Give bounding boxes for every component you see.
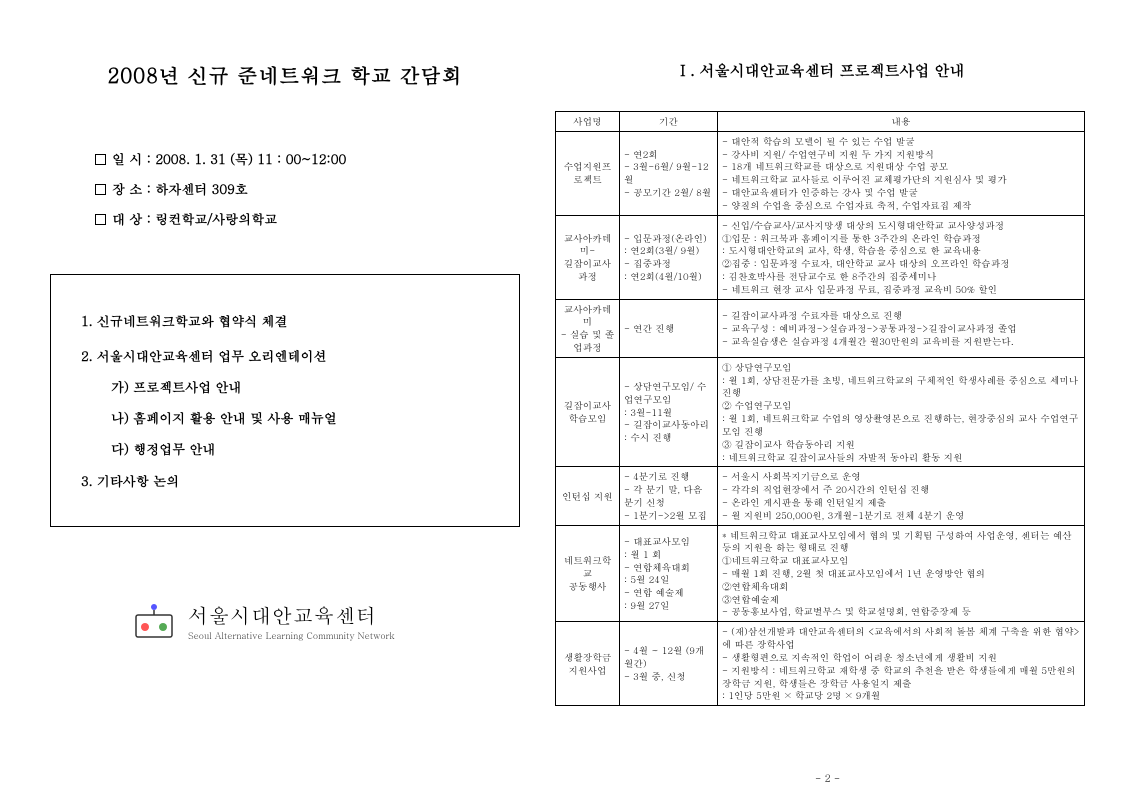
project-table: 사업명 기간 내용 수업지원프로젝트- 연2회 - 3월-6월/ 9월-12월 … — [555, 111, 1085, 706]
logo-kr: 서울시대안교육센터 — [188, 600, 395, 629]
cell-period: - 4월 ~ 12월 (9개월간) - 3월 중, 신청 — [620, 622, 718, 706]
th-period: 기간 — [620, 112, 718, 132]
table-row: 수업지원프로젝트- 연2회 - 3월-6월/ 9월-12월 - 공모기간 2월/… — [556, 131, 1085, 215]
cell-period: - 4분기로 진행 - 각 분기 말, 다음 분기 신청 - 1분기->2월 모… — [620, 467, 718, 525]
logo-block: 서울시대안교육센터 Seoul Alternative Learning Com… — [130, 597, 520, 645]
agenda-3: 3. 기타사항 논의 — [81, 465, 489, 496]
table-row: 길잡이교사 학습모임- 상담연구모임/ 수업연구모임 : 3월-11월 - 길잡… — [556, 357, 1085, 467]
logo-icon — [130, 597, 178, 645]
table-row: 인턴십 지원- 4분기로 진행 - 각 분기 말, 다음 분기 신청 - 1분기… — [556, 467, 1085, 525]
logo-en: Seoul Alternative Learning Community Net… — [188, 629, 395, 642]
cell-content: * 네트워크학교 대표교사모임에서 협의 및 기획팀 구성하여 사업운영, 센터… — [718, 525, 1085, 622]
table-header-row: 사업명 기간 내용 — [556, 112, 1085, 132]
cell-content: - 대안적 학습의 모델이 될 수 있는 수업 발굴 - 강사비 지원/ 수업연… — [718, 131, 1085, 215]
cell-period: - 대표교사모임 : 월 1 회 - 연합체육대회 : 5월 24일 - 연합 … — [620, 525, 718, 622]
cell-name: 인턴십 지원 — [556, 467, 620, 525]
logo-text: 서울시대안교육센터 Seoul Alternative Learning Com… — [188, 600, 395, 642]
right-page: Ⅰ. 서울시대안교육센터 프로젝트사업 안내 사업명 기간 내용 수업지원프로젝… — [545, 30, 1085, 773]
agenda-2c: 다) 행정업무 안내 — [111, 433, 489, 464]
cell-content: - 서울시 사회복지기금으로 운영 - 각각의 직업현장에서 주 20시간의 인… — [718, 467, 1085, 525]
cell-name: 교사아카데미 - 실습 및 졸업과정 — [556, 299, 620, 357]
cell-name: 길잡이교사 학습모임 — [556, 357, 620, 467]
left-page: 2008년 신규 준네트워크 학교 간담회 일 시 : 2008. 1. 31 … — [25, 30, 545, 773]
cell-name: 네트워크학교 공동행사 — [556, 525, 620, 622]
table-row: 생활장학금 지원사업- 4월 ~ 12월 (9개월간) - 3월 중, 신청- … — [556, 622, 1085, 706]
cell-name: 수업지원프로젝트 — [556, 131, 620, 215]
cell-content: - 신입/수습교사/교사지망생 대상의 도시형대안학교 교사양성과정 ①입문 :… — [718, 215, 1085, 299]
cell-period: - 입문과정(온라인) : 연2회(3월/ 9월) - 집중과정 : 연2회(4… — [620, 215, 718, 299]
agenda-2a: 가) 프로젝트사업 안내 — [111, 371, 489, 402]
agenda-box: 1. 신규네트워크학교와 협약식 체결 2. 서울시대안교육센터 업무 오리엔테… — [50, 274, 520, 527]
checkbox-icon — [95, 214, 106, 225]
agenda-2: 2. 서울시대안교육센터 업무 오리엔테이션 — [81, 340, 489, 371]
th-content: 내용 — [718, 112, 1085, 132]
page-number: - 2 - — [815, 771, 840, 785]
cell-name: 생활장학금 지원사업 — [556, 622, 620, 706]
agenda-2b: 나) 홈페이지 활용 안내 및 사용 매뉴얼 — [111, 402, 489, 433]
cell-period: - 상담연구모임/ 수업연구모임 : 3월-11월 - 길잡이교사동아리 : 수… — [620, 357, 718, 467]
checkbox-icon — [95, 184, 106, 195]
main-title: 2008년 신규 준네트워크 학교 간담회 — [50, 60, 520, 89]
cell-content: ① 상담연구모임 : 월 1회, 상담전문가를 초빙, 네트워크학교의 구체적인… — [718, 357, 1085, 467]
checkbox-icon — [95, 154, 106, 165]
info-date: 일 시 : 2008. 1. 31 (목) 11 : 00~12:00 — [95, 144, 520, 174]
table-row: 교사아카데미 - 실습 및 졸업과정- 연간 진행- 길잡이교사과정 수료자를 … — [556, 299, 1085, 357]
table-row: 네트워크학교 공동행사- 대표교사모임 : 월 1 회 - 연합체육대회 : 5… — [556, 525, 1085, 622]
info-place: 장 소 : 하자센터 309호 — [95, 174, 520, 204]
agenda-1: 1. 신규네트워크학교와 협약식 체결 — [81, 305, 489, 336]
cell-content: - (재)삼선개발과 대안교육센터의 <교육에서의 사회적 돌봄 체계 구축을 … — [718, 622, 1085, 706]
info-block: 일 시 : 2008. 1. 31 (목) 11 : 00~12:00 장 소 … — [95, 144, 520, 234]
cell-period: - 연간 진행 — [620, 299, 718, 357]
cell-content: - 길잡이교사과정 수료자를 대상으로 진행 - 교육구성 : 예비과정->실습… — [718, 299, 1085, 357]
th-name: 사업명 — [556, 112, 620, 132]
section-title: Ⅰ. 서울시대안교육센터 프로젝트사업 안내 — [555, 60, 1085, 81]
info-target: 대 상 : 링컨학교/사랑의학교 — [95, 204, 520, 234]
table-row: 교사아카데미- 길잡이교사과정- 입문과정(온라인) : 연2회(3월/ 9월)… — [556, 215, 1085, 299]
cell-period: - 연2회 - 3월-6월/ 9월-12월 - 공모기간 2월/ 8월 — [620, 131, 718, 215]
cell-name: 교사아카데미- 길잡이교사과정 — [556, 215, 620, 299]
